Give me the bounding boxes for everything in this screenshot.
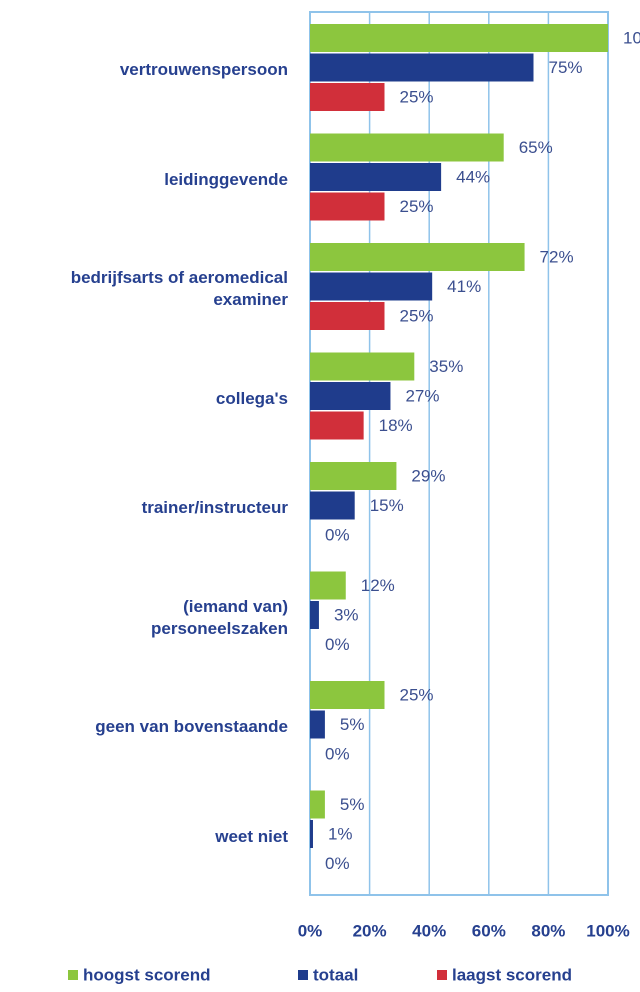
- value-label: 72%: [540, 247, 574, 266]
- bar: [310, 192, 385, 221]
- value-label: 100%: [623, 28, 640, 47]
- bar: [310, 601, 319, 629]
- bar: [310, 571, 346, 600]
- bar: [310, 790, 325, 819]
- legend-swatch: [68, 970, 78, 980]
- value-label: 25%: [400, 87, 434, 106]
- x-tick-label: 60%: [472, 921, 506, 940]
- legend-label: hoogst scorend: [83, 965, 211, 984]
- bar: [310, 462, 397, 490]
- x-tick-label: 40%: [412, 921, 446, 940]
- value-label: 18%: [379, 416, 413, 435]
- bar: [310, 53, 534, 82]
- bar: [310, 710, 325, 739]
- value-label: 27%: [405, 386, 439, 405]
- value-label: 25%: [400, 306, 434, 325]
- bar: [310, 491, 355, 520]
- value-label: 0%: [325, 635, 350, 654]
- category-label: (iemand van) personeelszaken: [150, 596, 288, 638]
- category-label: bedrijfsarts of aeromedical examiner: [70, 268, 288, 309]
- value-label: 12%: [361, 576, 395, 595]
- bar: [310, 163, 442, 191]
- value-label: 5%: [340, 795, 365, 814]
- category-label: leidinggevende: [164, 169, 288, 189]
- legend-swatch: [437, 970, 447, 980]
- category-label: weet niet: [215, 826, 288, 846]
- bar: [310, 133, 504, 162]
- bar: [310, 352, 415, 381]
- value-label: 41%: [447, 277, 481, 296]
- legend-label: totaal: [313, 965, 358, 984]
- x-tick-label: 80%: [531, 921, 565, 940]
- category-label: collega's: [215, 388, 288, 408]
- bar: [310, 820, 313, 848]
- value-label: 3%: [334, 605, 359, 624]
- x-tick-label: 0%: [298, 921, 323, 940]
- legend-swatch: [298, 970, 308, 980]
- bar: [310, 302, 385, 330]
- value-label: 0%: [325, 744, 350, 763]
- category-label: trainer/instructeur: [141, 498, 288, 517]
- bar: [310, 272, 433, 301]
- value-label: 75%: [549, 58, 583, 77]
- value-label: 5%: [340, 715, 365, 734]
- bar: [310, 24, 608, 52]
- bar: [310, 411, 364, 440]
- legend-label: laagst scorend: [452, 965, 572, 984]
- x-tick-label: 20%: [353, 921, 387, 940]
- value-label: 35%: [429, 357, 463, 376]
- bar: [310, 681, 385, 709]
- bar: [310, 83, 385, 111]
- value-label: 0%: [325, 854, 350, 873]
- bar: [310, 243, 525, 271]
- x-tick-label: 100%: [586, 921, 629, 940]
- value-label: 44%: [456, 167, 490, 186]
- value-label: 0%: [325, 525, 350, 544]
- value-label: 15%: [370, 496, 404, 515]
- value-label: 25%: [400, 685, 434, 704]
- category-label: geen van bovenstaande: [95, 717, 288, 736]
- value-label: 29%: [411, 466, 445, 485]
- value-label: 65%: [519, 138, 553, 157]
- value-label: 25%: [400, 197, 434, 216]
- category-label: vertrouwenspersoon: [119, 60, 288, 79]
- value-label: 1%: [328, 824, 353, 843]
- bar: [310, 382, 391, 410]
